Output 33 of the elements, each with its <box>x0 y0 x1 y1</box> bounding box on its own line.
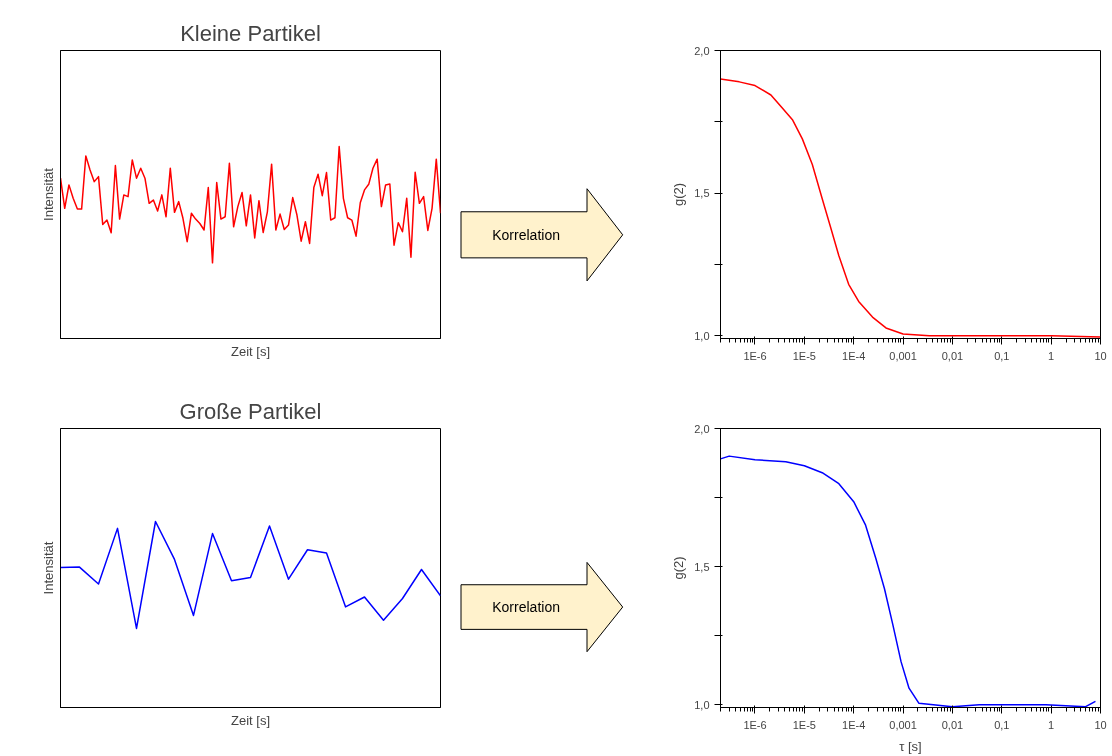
y-axis-title: g(2) <box>671 182 687 207</box>
y-axis-title: g(2) <box>671 556 687 580</box>
y-tick-label: 1,5 <box>694 187 710 200</box>
x-tick-label: 0,01 <box>941 349 964 362</box>
text: Korrelation <box>492 599 560 616</box>
x-tick-label: 0,1 <box>994 718 1010 731</box>
x-tick-label: 1E-5 <box>792 718 816 731</box>
x-tick-label: 0,1 <box>994 349 1010 362</box>
x-axis-title: τ [s] <box>899 738 922 754</box>
x-axis-title: Zeit [s] <box>231 712 271 728</box>
x-tick-label: 0,01 <box>941 718 964 731</box>
y-tick-label: 2,0 <box>694 422 710 435</box>
y-tick-label: 1,0 <box>694 329 710 342</box>
x-tick-label: 1E-4 <box>842 718 866 731</box>
x-tick-label: 1E-6 <box>743 349 767 362</box>
x-tick-label: 1E-6 <box>743 718 767 731</box>
y-axis-title: Intensität <box>40 167 56 221</box>
chart-title: Große Partikel <box>179 398 322 424</box>
x-tick-label: 1E-5 <box>792 349 816 362</box>
y-axis-title: Intensität <box>40 541 56 595</box>
x-tick-label: 1 <box>1048 718 1055 731</box>
y-tick-label: 1,0 <box>694 698 710 711</box>
text: Korrelation <box>492 226 560 243</box>
y-tick-label: 1,5 <box>694 560 710 573</box>
y-tick-label: 2,0 <box>694 44 710 57</box>
x-tick-label: 10 <box>1094 349 1107 362</box>
x-tick-label: 1E-4 <box>842 349 866 362</box>
x-tick-label: 0,001 <box>889 349 917 362</box>
chart-title: Kleine Partikel <box>180 20 321 46</box>
x-axis-title: Zeit [s] <box>231 343 271 359</box>
x-tick-label: 10 <box>1094 718 1107 731</box>
x-tick-label: 0,001 <box>889 718 917 731</box>
x-tick-label: 1 <box>1048 349 1055 362</box>
